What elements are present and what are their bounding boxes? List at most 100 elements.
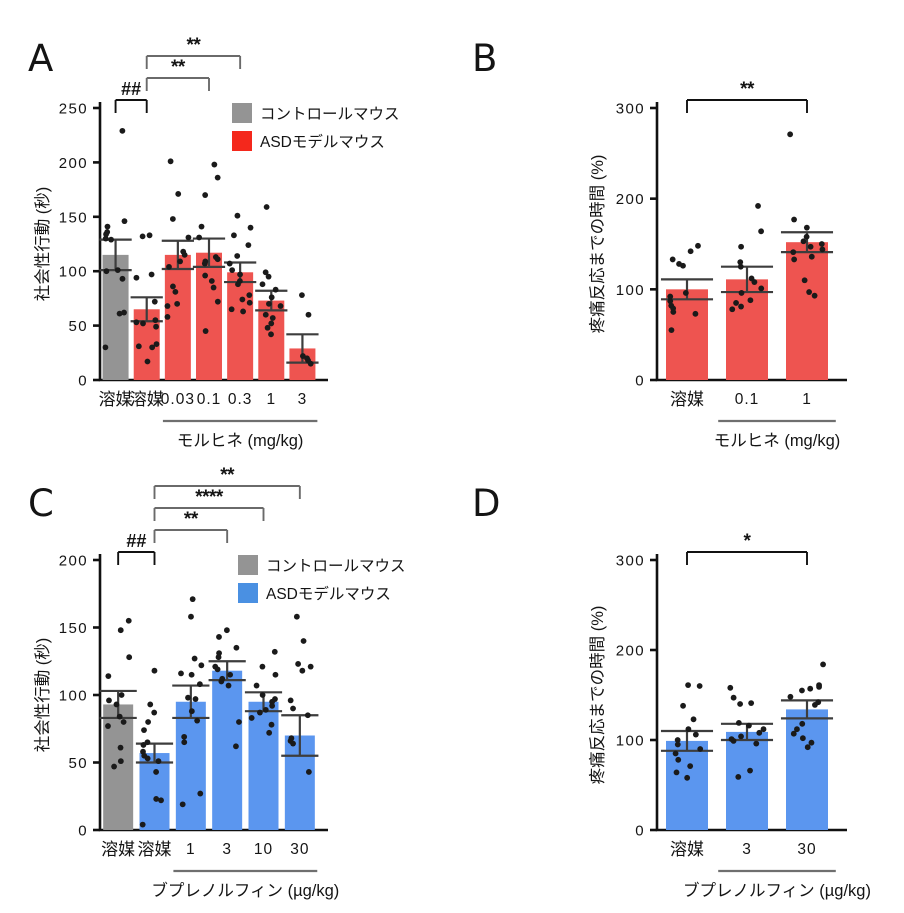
data-point [106, 697, 112, 704]
data-point [753, 740, 760, 747]
data-point [695, 242, 701, 249]
data-point [799, 720, 806, 727]
data-point [198, 223, 205, 230]
data-point [293, 613, 300, 620]
data-point [188, 671, 195, 678]
y-tick-label: 200 [616, 643, 645, 660]
data-point [305, 769, 312, 775]
data-point [667, 298, 674, 305]
data-point [172, 288, 179, 295]
data-point [104, 223, 111, 230]
significance-bracket: ** [145, 35, 242, 69]
data-point [806, 289, 813, 295]
y-tick-label: 300 [616, 553, 645, 570]
data-point [669, 256, 676, 263]
panel-b: B 0 100 200 300 疼痛反応までの時間 (%) 溶媒 0.1 1 モルヒネ (mg/… [444, 20, 904, 460]
data-point [216, 634, 222, 640]
data-point [685, 682, 691, 688]
data-point [185, 234, 192, 241]
data-point [214, 256, 221, 263]
data-point [202, 328, 209, 334]
data-point [307, 360, 314, 367]
group-label: ブプレノルフィン (µg/kg) [151, 880, 339, 900]
data-point [111, 763, 117, 770]
data-point [196, 681, 203, 688]
bar [258, 300, 285, 380]
bar [726, 279, 768, 380]
data-point [103, 231, 109, 238]
panel-d-chart: 0 100 200 300 疼痛反応までの時間 (%) 溶媒 3 30 ブプレノルフィン (µg… [588, 531, 871, 900]
significance-label: ** [171, 57, 186, 78]
y-tick-label: 200 [59, 553, 88, 570]
data-point [674, 741, 681, 748]
bar [175, 701, 206, 830]
bar [666, 740, 708, 830]
data-point [692, 731, 699, 738]
data-point [202, 192, 209, 198]
data-point [234, 253, 241, 259]
data-point [269, 315, 276, 321]
legend: コントロールマウス ASDモデルマウス [232, 103, 400, 151]
data-point [812, 702, 818, 708]
y-axis-title: 疼痛反応までの時間 (%) [588, 155, 607, 334]
x-category-label: 溶媒 [130, 390, 164, 409]
data-point [755, 203, 761, 209]
bar [786, 709, 828, 830]
significance-label: ## [126, 531, 146, 551]
data-point [674, 737, 681, 743]
data-point [748, 700, 755, 706]
data-point [117, 758, 124, 765]
data-point [153, 769, 159, 775]
data-point [263, 204, 270, 210]
data-point [264, 324, 271, 331]
group-label: ブプレノルフィン (µg/kg) [683, 880, 871, 900]
data-point [756, 729, 763, 736]
data-point [791, 256, 798, 263]
data-point [234, 212, 241, 219]
significance-bracket: ## [117, 531, 156, 565]
data-point [287, 697, 294, 704]
plot-area: 0 50 100 150 200 社会性行動 (秒) 溶媒 溶媒 1 3 10 30 ブプレノルフィン … [33, 465, 406, 900]
group-label: モルヒネ (mg/kg) [177, 431, 304, 450]
data-point [299, 292, 305, 299]
data-point [729, 306, 736, 313]
data-point [164, 303, 171, 309]
data-point [272, 286, 279, 293]
data-point [144, 358, 151, 365]
y-axis-title: 疼痛反応までの時間 (%) [588, 606, 607, 785]
data-point [153, 796, 160, 802]
data-point [158, 797, 164, 804]
data-point [246, 299, 253, 306]
data-point [133, 274, 140, 281]
y-tick-label: 150 [59, 620, 88, 637]
y-tick-label: 150 [59, 209, 88, 226]
data-point [295, 661, 302, 667]
legend: コントロールマウス ASDモデルマウス [238, 555, 406, 603]
x-category-label: 30 [797, 841, 816, 858]
data-point [268, 721, 275, 728]
x-category-label: 溶媒 [99, 390, 133, 409]
data-point [305, 311, 312, 318]
data-point [687, 763, 694, 769]
data-point [125, 617, 132, 624]
x-category-label: 0.03 [161, 391, 195, 408]
bar [139, 753, 170, 830]
data-point [147, 701, 154, 708]
data-point [181, 739, 188, 746]
data-point [133, 319, 140, 326]
data-point [804, 744, 811, 751]
data-point [233, 644, 240, 651]
data-point [166, 263, 172, 270]
data-point [290, 740, 296, 747]
data-point [188, 613, 194, 620]
data-point [194, 717, 201, 724]
bar [212, 670, 243, 830]
data-point [121, 218, 128, 225]
data-point [672, 750, 679, 757]
data-point [210, 284, 217, 291]
data-point [268, 320, 275, 327]
data-point [746, 722, 752, 729]
data-point [116, 310, 123, 317]
data-point [737, 263, 744, 270]
